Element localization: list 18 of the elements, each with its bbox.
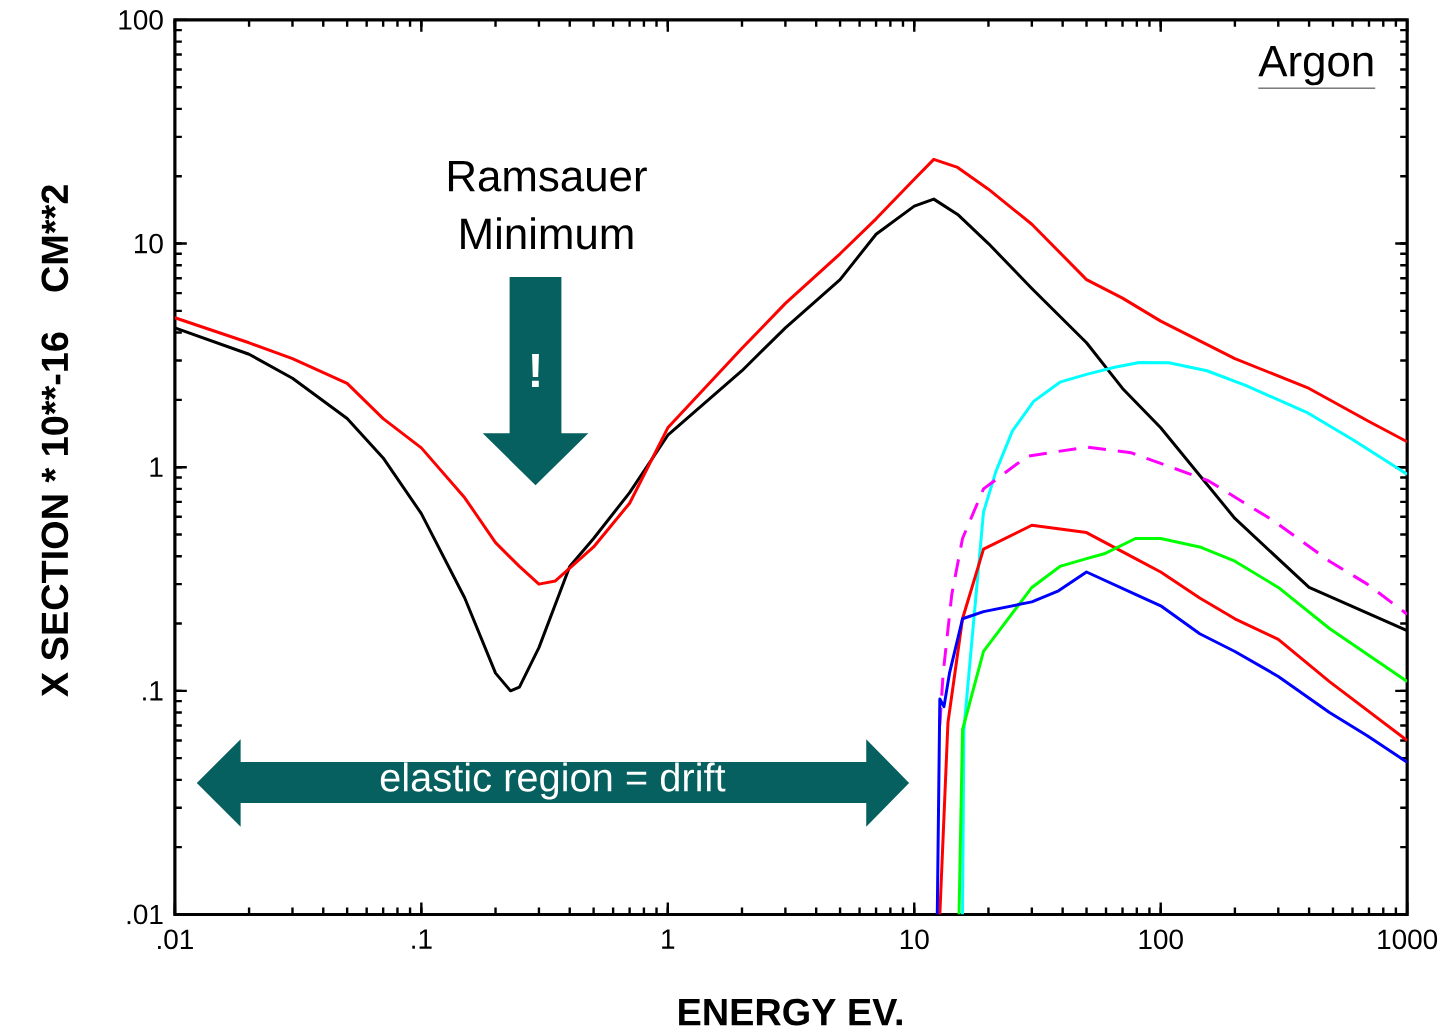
x-tick-label: .01 (158, 929, 193, 950)
y-tick-label: .01 (127, 904, 163, 925)
y-tick-label: 10 (134, 233, 163, 254)
x-tick-label: 10 (900, 929, 929, 950)
annotation: ! (532, 354, 539, 387)
y-tick-label: 100 (119, 10, 163, 30)
x-tick-label: 1 (662, 929, 675, 949)
y-tick-label: .1 (143, 681, 163, 701)
y-axis-title: X SECTION * 10**-16 (41, 332, 69, 697)
x-tick-label: 1000 (1378, 929, 1438, 950)
x-axis-title: ENERGY EV. (679, 998, 902, 1026)
x-tick-label: 100 (1139, 929, 1183, 950)
annotation: Ramsauer Minimum (448, 161, 647, 250)
text: Argon (1258, 46, 1373, 86)
text: CM**2 (41, 185, 69, 292)
y-tick-label: 1 (150, 457, 163, 477)
x-tick-label: .1 (412, 929, 432, 949)
annotation: elastic region = drift (380, 762, 726, 800)
